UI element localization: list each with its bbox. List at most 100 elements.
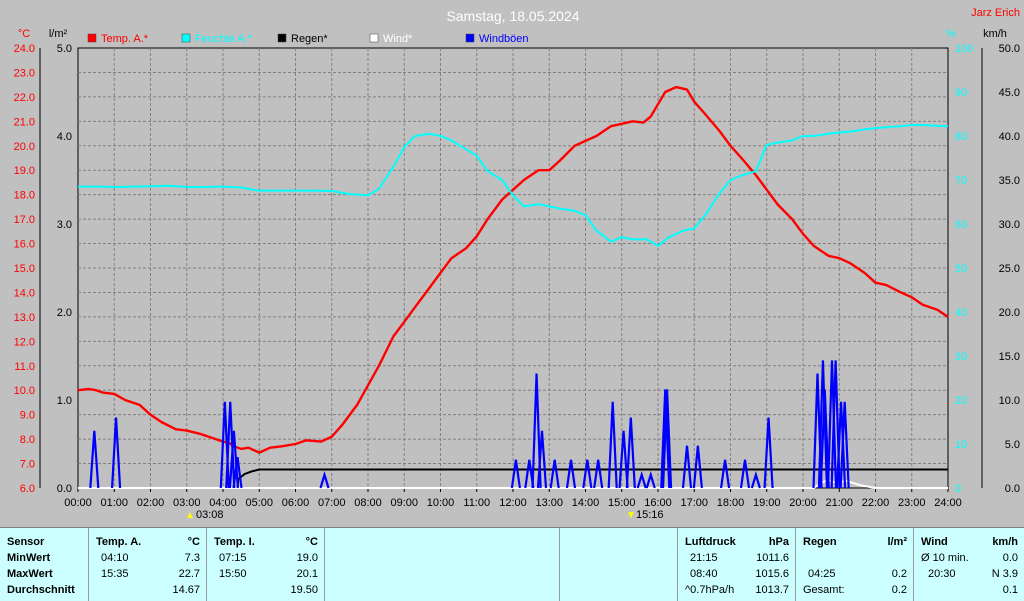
x-axis-tick: 09:00: [390, 497, 418, 509]
legend-label: Regen*: [291, 33, 328, 45]
legend-swatch: [369, 33, 379, 43]
gust-spike: [636, 471, 647, 489]
pressure-min-time: 21:15: [690, 552, 718, 564]
temp-axis-tick: 17.0: [14, 214, 35, 226]
sunrise-time: 03:08: [196, 509, 224, 521]
humidity-axis-tick: 40: [955, 307, 967, 319]
unit-humidity: %: [946, 28, 956, 40]
temp-axis-tick: 14.0: [14, 287, 35, 299]
series: [77, 85, 949, 489]
rain-max-value: 0.2: [891, 568, 907, 580]
wind-day-avg-value: 0.1: [1002, 584, 1018, 596]
temp-i-min-value: 19.0: [296, 552, 318, 564]
rain-axis-tick: 4.0: [57, 131, 72, 143]
series-line: [78, 124, 949, 247]
x-axis-tick: 14:00: [572, 497, 600, 509]
legend: Temp. A.* Feuchte A.* Regen* Wind* Windböen: [87, 33, 529, 45]
gust-spike: [582, 459, 593, 489]
wind-axis-tick: 45.0: [999, 87, 1020, 99]
legend-label: Feuchte A.*: [195, 33, 253, 45]
rain-unit: l/m²: [887, 536, 907, 548]
x-axis-tick: 05:00: [245, 497, 273, 509]
empty-column-2: [559, 528, 677, 601]
wind-axis-tick: 20.0: [999, 307, 1020, 319]
wind-axis-tick: 25.0: [999, 263, 1020, 275]
temp-axis-tick: 6.0: [20, 483, 35, 495]
wind-unit: km/h: [992, 536, 1018, 548]
gust-spike: [645, 471, 656, 489]
temp-i-column: Temp. I. °C 07:15 19.0 15:50 20.1 19.50: [206, 528, 324, 601]
gust-spike: [319, 471, 330, 489]
sunset-icon: ▼: [626, 510, 636, 521]
temp-axis-tick: 16.0: [14, 239, 35, 251]
gust-spike: [549, 459, 560, 489]
legend-swatch: [181, 33, 191, 43]
temp-axis-tick: 20.0: [14, 141, 35, 153]
temp-axis-tick: 22.0: [14, 92, 35, 104]
gust-spike: [839, 401, 850, 489]
temp-axis-tick: 23.0: [14, 67, 35, 79]
rain-total-value: 0.2: [891, 584, 907, 596]
legend-label: Wind*: [383, 33, 413, 45]
humidity-axis-tick: 100: [955, 43, 973, 55]
gust-spike: [625, 417, 636, 489]
unit-wind: km/h: [983, 28, 1007, 40]
rain-total-label: Gesamt:: [803, 584, 845, 596]
wind-axis-tick: 10.0: [999, 395, 1020, 407]
rain-axis-tick: 2.0: [57, 307, 72, 319]
humidity-axis-tick: 80: [955, 131, 967, 143]
legend-swatch: [465, 33, 475, 43]
temp-a-max-time: 15:35: [101, 568, 129, 580]
x-axis-tick: 01:00: [100, 497, 128, 509]
grid: [78, 48, 948, 488]
pressure-unit: hPa: [768, 536, 789, 548]
x-axis-tick: 15:00: [608, 497, 636, 509]
x-axis-tick: 22:00: [862, 497, 890, 509]
temp-axis-tick: 7.0: [20, 459, 35, 471]
humidity-axis-tick: 20: [955, 395, 967, 407]
x-axis-tick: 24:00: [934, 497, 962, 509]
rain-column: Regen l/m² 04:25 0.2 Gesamt: 0.2: [795, 528, 913, 601]
temp-axis-tick: 24.0: [14, 43, 35, 55]
row-label-min: MinWert: [7, 552, 51, 564]
rain-axis-tick: 5.0: [57, 43, 72, 55]
gust-spike: [89, 430, 100, 489]
humidity-axis-tick: 70: [955, 175, 967, 187]
wind-axis-tick: 0.0: [1005, 483, 1020, 495]
unit-temp: °C: [18, 28, 30, 40]
pressure-column: Luftdruck hPa 21:15 1011.6 08:40 1015.6 ^0.…: [677, 528, 795, 601]
pressure-min-value: 1011.6: [756, 552, 789, 564]
wind-avg-label: Ø 10 min.: [921, 552, 969, 564]
sunrise-icon: ▲: [185, 510, 195, 521]
x-axis-tick: 18:00: [717, 497, 745, 509]
temp-axis-tick: 12.0: [14, 336, 35, 348]
temp-axis-tick: 18.0: [14, 190, 35, 202]
x-axis-tick: 11:00: [463, 497, 490, 509]
legend-label: Temp. A.*: [101, 33, 149, 45]
wind-axis-tick: 40.0: [999, 131, 1020, 143]
gust-spike: [593, 459, 604, 489]
rain-axis-tick: 1.0: [57, 395, 72, 407]
wind-avg10-value: 0.0: [1002, 552, 1018, 564]
wind-axis-tick: 35.0: [999, 175, 1020, 187]
gust-spike: [719, 459, 731, 489]
x-axis-tick: 12:00: [499, 497, 527, 509]
gust-spike: [817, 360, 829, 489]
series-line: [77, 85, 949, 454]
gust-spike: [660, 389, 671, 489]
sun-markers: ▲ 03:08 ▼ 15:16: [185, 509, 663, 521]
sensor-column: Sensor MinWert MaxWert Durchschnitt: [0, 528, 88, 601]
gust-spike: [739, 459, 751, 489]
x-axis-tick: 03:00: [173, 497, 201, 509]
gust-spike: [750, 471, 761, 489]
statistics-table: Sensor MinWert MaxWert Durchschnitt Temp…: [0, 527, 1024, 601]
temp-a-avg-value: 14.67: [172, 584, 200, 596]
wind-max-value: N 3.9: [991, 568, 1018, 580]
temp-i-max-value: 20.1: [296, 568, 318, 580]
x-axis-tick: 20:00: [789, 497, 817, 509]
wind-column: Wind km/h Ø 10 min. 0.0 20:30 N 3.9 0.1: [913, 528, 1024, 601]
gust-spike: [661, 389, 673, 489]
temp-axis-tick: 15.0: [14, 263, 35, 275]
temp-axis-tick: 9.0: [20, 410, 35, 422]
sensor-header: Sensor: [7, 536, 45, 548]
